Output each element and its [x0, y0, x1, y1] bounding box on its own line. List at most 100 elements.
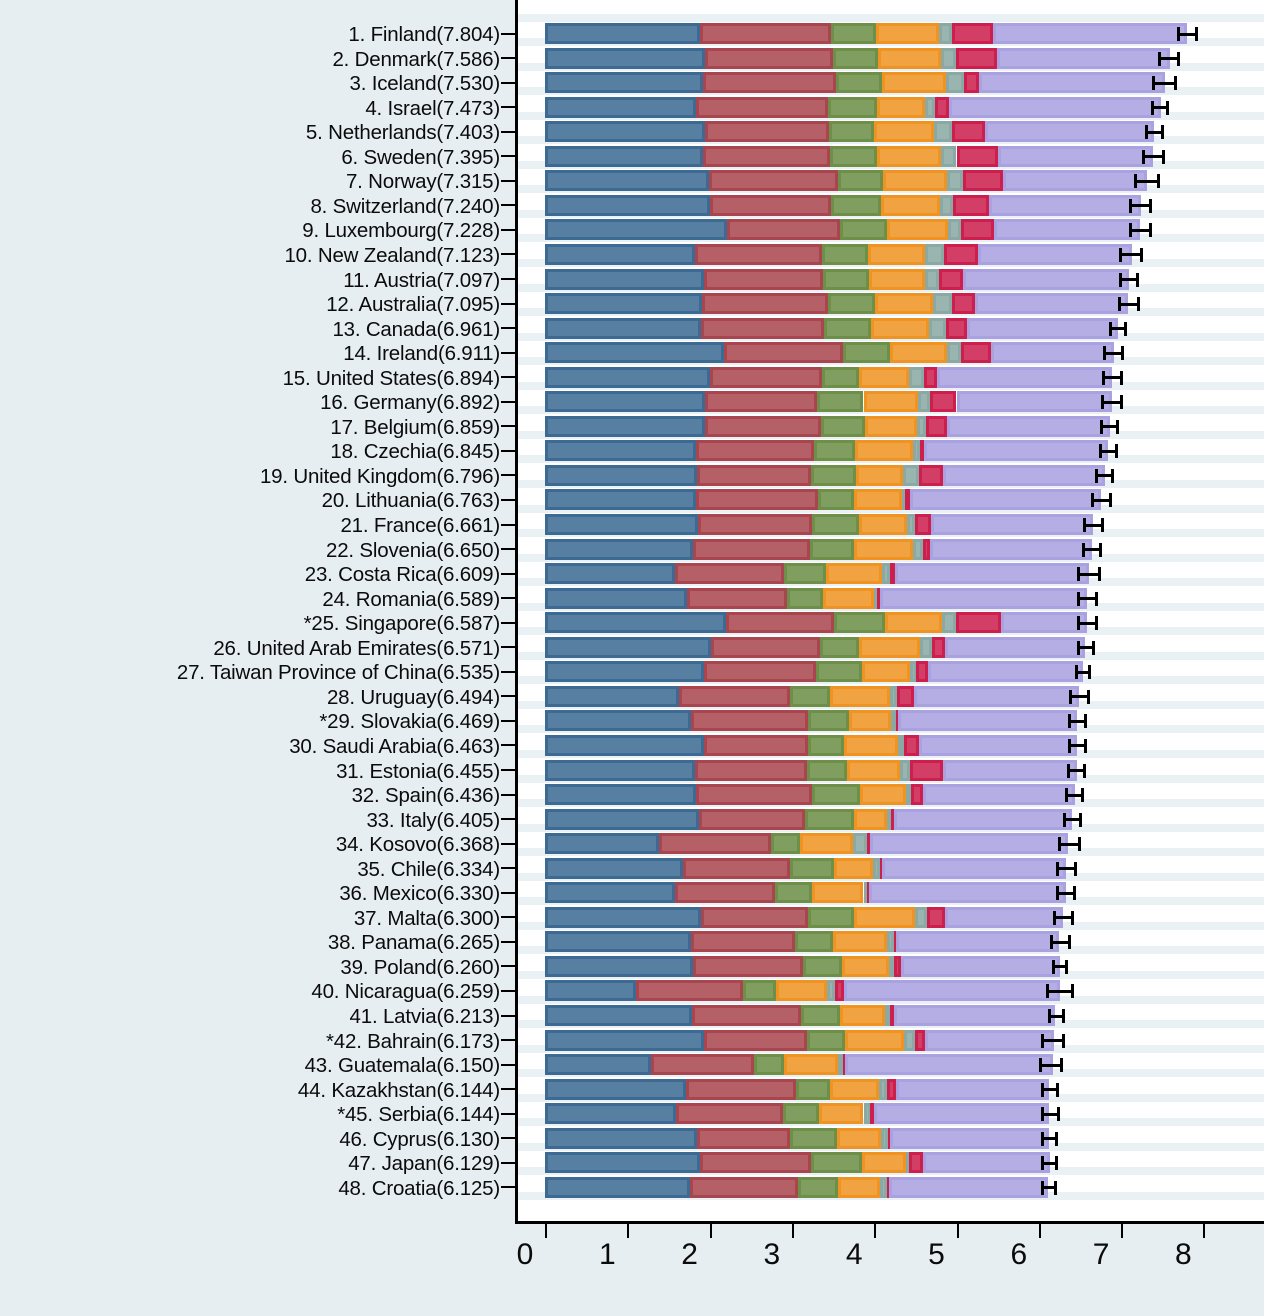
bar-segment[interactable] [930, 391, 957, 413]
bar-segment[interactable] [806, 1029, 846, 1051]
bar-row[interactable] [518, 759, 1264, 781]
bar-segment[interactable] [545, 980, 637, 1002]
bar-segment[interactable] [893, 955, 901, 977]
bar-segment[interactable] [853, 808, 888, 830]
bar-segment[interactable] [887, 219, 949, 241]
bar-segment[interactable] [711, 636, 820, 658]
bar-segment[interactable] [863, 882, 867, 904]
bar-segment[interactable] [829, 145, 877, 167]
bar-segment[interactable] [945, 72, 964, 94]
bar-segment[interactable] [545, 808, 699, 830]
bar-segment[interactable] [818, 489, 855, 511]
bar-segment[interactable] [545, 857, 684, 879]
bar-segment[interactable] [887, 931, 894, 953]
bar-row[interactable] [518, 219, 1264, 241]
bar-segment[interactable] [887, 808, 892, 830]
bar-segment[interactable] [842, 342, 890, 364]
bar-segment[interactable] [705, 47, 834, 69]
bar-segment[interactable] [692, 1005, 801, 1026]
bar-segment[interactable] [545, 784, 696, 806]
bar-segment[interactable] [859, 366, 909, 388]
bar-segment[interactable] [691, 931, 796, 953]
bar-segment[interactable] [884, 612, 942, 634]
bar-row[interactable] [518, 391, 1264, 413]
bar-segment[interactable] [869, 882, 1066, 904]
bar-segment[interactable] [806, 759, 848, 781]
bar-segment[interactable] [783, 1054, 838, 1076]
bar-segment[interactable] [861, 1152, 907, 1174]
bar-segment[interactable] [940, 194, 954, 216]
bar-segment[interactable] [814, 440, 856, 462]
bar-segment[interactable] [893, 1005, 1056, 1026]
bar-segment[interactable] [709, 194, 832, 216]
bar-segment[interactable] [822, 243, 868, 265]
bar-segment[interactable] [545, 317, 702, 339]
bar-row[interactable] [518, 563, 1264, 585]
bar-segment[interactable] [900, 955, 1061, 977]
bar-segment[interactable] [913, 685, 1080, 707]
bar-segment[interactable] [693, 955, 803, 977]
bar-segment[interactable] [889, 563, 895, 585]
bar-segment[interactable] [956, 391, 1113, 413]
bar-segment[interactable] [933, 293, 952, 315]
bar-segment[interactable] [703, 1029, 807, 1051]
bar-segment[interactable] [875, 23, 940, 44]
bar-row[interactable] [518, 170, 1264, 192]
bar-segment[interactable] [545, 759, 695, 781]
bar-segment[interactable] [545, 514, 699, 535]
bar-row[interactable] [518, 661, 1264, 683]
bar-segment[interactable] [975, 293, 1129, 315]
bar-segment[interactable] [545, 72, 704, 94]
bar-segment[interactable] [874, 121, 935, 143]
bar-row[interactable] [518, 857, 1264, 879]
bar-segment[interactable] [909, 661, 917, 683]
bar-segment[interactable] [883, 170, 948, 192]
bar-row[interactable] [518, 636, 1264, 658]
bar-segment[interactable] [893, 931, 897, 953]
bar-segment[interactable] [917, 391, 931, 413]
bar-segment[interactable] [545, 23, 700, 44]
bar-segment[interactable] [943, 464, 1105, 486]
bar-segment[interactable] [859, 514, 908, 535]
bar-segment[interactable] [833, 47, 879, 69]
bar-segment[interactable] [961, 342, 992, 364]
bar-segment[interactable] [911, 784, 923, 806]
bar-segment[interactable] [698, 514, 813, 535]
bar-segment[interactable] [786, 587, 824, 609]
bar-segment[interactable] [873, 857, 880, 879]
bar-segment[interactable] [925, 268, 940, 290]
bar-segment[interactable] [877, 587, 880, 609]
bar-segment[interactable] [812, 514, 860, 535]
bar-segment[interactable] [941, 612, 956, 634]
bar-segment[interactable] [874, 1103, 1049, 1125]
bar-segment[interactable] [882, 857, 1066, 879]
bar-segment[interactable] [894, 563, 1089, 585]
bar-segment[interactable] [810, 1152, 862, 1174]
bar-segment[interactable] [882, 563, 890, 585]
bar-segment[interactable] [889, 342, 947, 364]
bar-segment[interactable] [1002, 170, 1147, 192]
bar-segment[interactable] [819, 1103, 864, 1125]
bar-segment[interactable] [903, 1029, 916, 1051]
bar-segment[interactable] [852, 833, 867, 855]
bar-row[interactable] [518, 1103, 1264, 1125]
bar-segment[interactable] [865, 415, 917, 437]
bar-segment[interactable] [819, 636, 860, 658]
bar-row[interactable] [518, 342, 1264, 364]
bar-segment[interactable] [683, 857, 791, 879]
bar-row[interactable] [518, 317, 1264, 339]
bar-row[interactable] [518, 784, 1264, 806]
bar-segment[interactable] [545, 1152, 700, 1174]
bar-segment[interactable] [545, 415, 705, 437]
bar-segment[interactable] [812, 882, 864, 904]
bar-segment[interactable] [703, 145, 830, 167]
bar-segment[interactable] [703, 734, 809, 756]
bar-segment[interactable] [805, 808, 854, 830]
bar-segment[interactable] [866, 833, 871, 855]
bar-segment[interactable] [823, 268, 870, 290]
bar-segment[interactable] [866, 882, 870, 904]
bar-segment[interactable] [899, 759, 910, 781]
bar-row[interactable] [518, 47, 1264, 69]
bar-segment[interactable] [726, 612, 834, 634]
bar-row[interactable] [518, 121, 1264, 143]
